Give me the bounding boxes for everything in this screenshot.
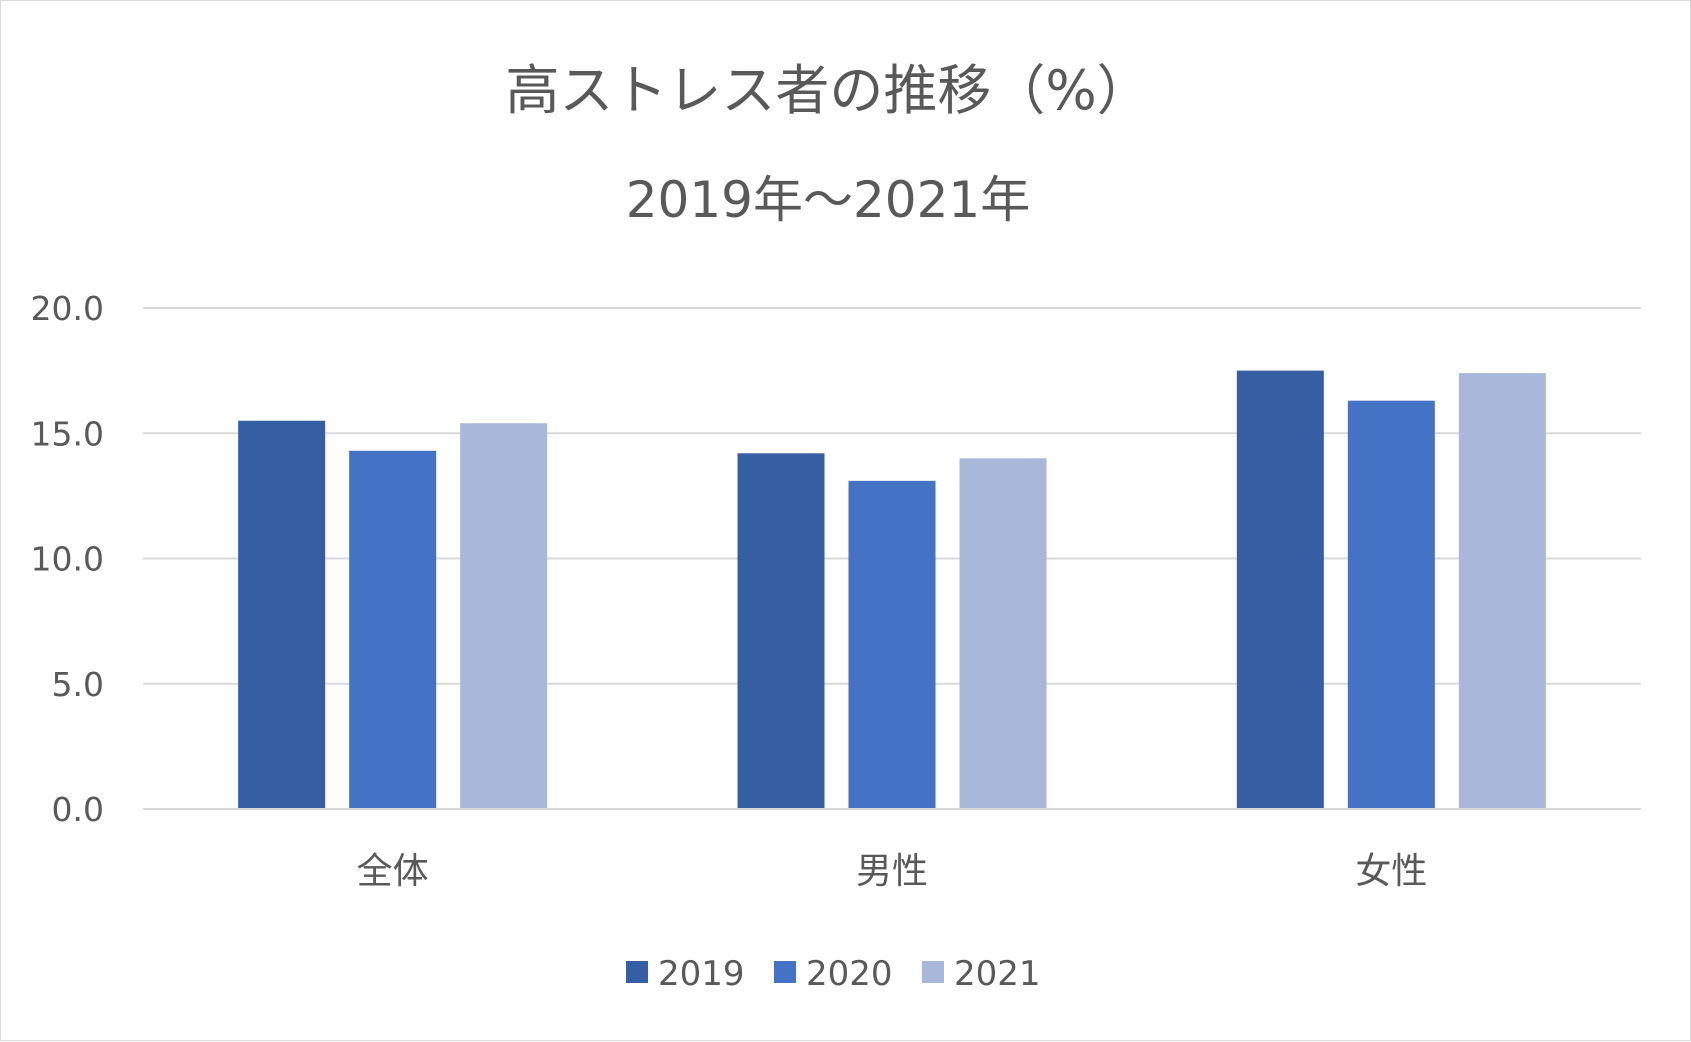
chart-subtitle: 2019年～2021年 — [626, 171, 1031, 229]
y-axis-ticks: 0.0 5.0 10.0 15.0 20.0 — [31, 289, 104, 829]
y-tick-label: 10.0 — [31, 540, 104, 579]
legend-swatch — [922, 961, 944, 983]
bar-2019-1 — [737, 453, 825, 809]
legend-swatch — [774, 961, 796, 983]
bar-2021-0 — [460, 423, 548, 809]
legend-label: 2020 — [806, 954, 893, 994]
y-tick-label: 15.0 — [31, 414, 104, 453]
legend: 2019 2020 2021 — [626, 954, 1041, 994]
bar-2020-1 — [848, 480, 936, 809]
bar-2020-2 — [1347, 400, 1435, 809]
legend-swatch — [626, 961, 648, 983]
y-tick-label: 0.0 — [52, 790, 104, 829]
bars — [238, 370, 1546, 809]
legend-label: 2021 — [954, 954, 1041, 994]
bar-2019-0 — [238, 420, 326, 809]
x-category-label: 全体 — [357, 851, 429, 892]
x-axis: 全体 男性 女性 — [143, 808, 1641, 892]
x-category-label: 女性 — [1355, 851, 1427, 892]
y-tick-label: 20.0 — [31, 289, 104, 328]
legend-label: 2019 — [658, 954, 745, 994]
y-tick-label: 5.0 — [52, 665, 104, 704]
x-category-label: 男性 — [856, 851, 928, 892]
bar-2021-1 — [959, 458, 1047, 809]
bar-2020-0 — [349, 450, 437, 809]
bar-2021-2 — [1458, 373, 1546, 809]
chart-title: 高ストレス者の推移（%） — [505, 59, 1150, 122]
bar-2019-2 — [1236, 370, 1324, 809]
